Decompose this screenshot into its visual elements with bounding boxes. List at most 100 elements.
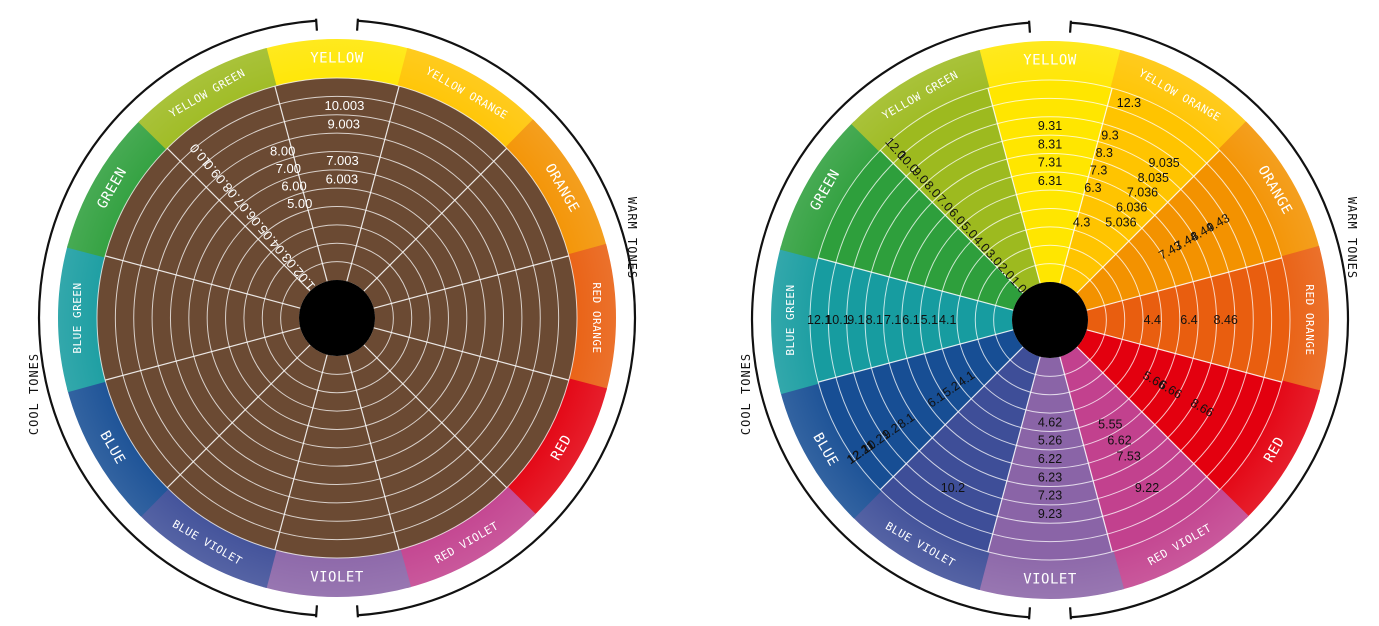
sector-divider [987, 88, 1041, 284]
sector-divider [166, 147, 311, 292]
right-yellow-orange-level-label: 6.3 [1084, 181, 1101, 195]
right-violet-level-label: 7.23 [1038, 489, 1062, 503]
left-yellow-green-level-label: 8.00 [270, 143, 295, 158]
right-yellow-orange-b-level-label: 8.035 [1138, 171, 1169, 185]
bracket-tick [314, 18, 319, 31]
rim-label-yellow: YELLOW [1023, 53, 1077, 69]
sector-divider [1076, 149, 1221, 294]
left-yellow-level-label: 6.003 [326, 172, 359, 187]
sector-divider [879, 149, 1024, 294]
cool-tones-label-right: COOL TONES [739, 353, 753, 435]
level-ring [846, 116, 1254, 524]
rim-label-violet: VIOLET [1023, 572, 1077, 588]
rim-label-yellow: YELLOW [310, 51, 364, 67]
sector-divider [363, 147, 508, 292]
rim-label-red-orange: RED ORANGE [1303, 284, 1316, 355]
inner-sector-yellow [987, 80, 1113, 284]
right-red-violet-level-label: 5.55 [1098, 417, 1122, 431]
level-ring [133, 114, 541, 522]
right-yellow-level-label: 8.31 [1038, 137, 1062, 151]
right-red-orange-level-label: 4.4 [1144, 313, 1161, 327]
level-ring [114, 95, 560, 541]
rim-label-blue-green: BLUE GREEN [784, 284, 797, 355]
warm-tones-label-right: WARM TONES [1345, 197, 1359, 279]
right-blue-green-level-label: 4.1 [939, 313, 956, 327]
inner-sector-red-orange [1086, 257, 1290, 383]
left-yellow-green-level-label: 6.00 [281, 178, 306, 193]
right-yellow-orange-top-level-label: 12.3 [1117, 96, 1141, 110]
right-yellow-orange-level-label: 7.3 [1090, 163, 1107, 177]
sector-divider [373, 327, 569, 381]
cool-tones-bracket [750, 21, 1030, 619]
sector-divider [879, 346, 1024, 491]
center-hub [1012, 282, 1088, 358]
sector-divider [166, 344, 311, 489]
level-ring [169, 150, 505, 486]
right-yellow-orange-level-label: 4.3 [1073, 216, 1090, 230]
right-yellow-orange-b-level-label: 7.036 [1127, 186, 1158, 200]
sector-divider [1059, 88, 1113, 284]
level-ring [938, 208, 1162, 432]
rim-label-blue-green: BLUE GREEN [71, 282, 84, 353]
level-ring [280, 261, 394, 375]
right-yellow-orange-level-label: 9.3 [1101, 128, 1118, 142]
right-violet-level-label: 5.26 [1038, 434, 1062, 448]
sector-divider [346, 354, 400, 550]
sector-divider [1076, 346, 1221, 491]
right-yellow-level-label: 6.31 [1038, 174, 1062, 188]
level-ring [809, 79, 1291, 561]
bracket-tick [1027, 20, 1032, 33]
right-red-orange-level-label: 8.46 [1214, 313, 1238, 327]
level-ring [188, 169, 486, 467]
cool-tones-bracket [37, 19, 317, 617]
right-violet-level-label: 9.23 [1038, 507, 1062, 521]
right-blue-violet-level-label: 10.2 [941, 481, 965, 495]
right-yellow-orange-b-level-label: 6.036 [1116, 201, 1147, 215]
right-red-violet-level-label: 6.62 [1107, 433, 1131, 447]
level-ring [261, 242, 413, 394]
right-red-violet-level-label: 9.22 [1135, 481, 1159, 495]
level-ring [151, 132, 523, 504]
bracket-tick [355, 605, 360, 618]
rim-label-red-orange: RED ORANGE [590, 282, 603, 353]
inner-sector-blue-green [810, 257, 1014, 383]
right-blue-green-level-label: 10.1 [825, 313, 849, 327]
right-tone-labels: WARM TONES COOL TONES [739, 197, 1359, 435]
right-blue-green-level-label: 8.1 [866, 313, 883, 327]
sector-divider [818, 257, 1014, 311]
center-hub [299, 280, 375, 356]
right-blue-green-level-label: 7.1 [884, 313, 901, 327]
sector-divider [274, 354, 328, 550]
left-yellow-level-label: 9.003 [328, 117, 361, 132]
sector-divider [363, 344, 508, 489]
left-yellow-level-label: 7.003 [326, 153, 359, 168]
inner-sector-violet [274, 354, 400, 558]
sector-divider [105, 327, 301, 381]
left-yellow-green-level-label: 5.00 [287, 196, 312, 211]
inner-sector-violet [987, 356, 1113, 560]
right-violet-level-label: 6.22 [1038, 452, 1062, 466]
warm-tones-bracket [1070, 21, 1350, 619]
level-ring [96, 77, 578, 559]
left-tone-labels: WARM TONES COOL TONES [27, 197, 639, 435]
left-yellow-level-label: 10.003 [325, 98, 365, 113]
bracket-tick [314, 605, 319, 618]
sector-divider [1059, 356, 1113, 552]
right-blue-green-level-label: 5.1 [921, 313, 938, 327]
warm-tones-bracket [357, 19, 637, 617]
right-blue-green-level-label: 12.1 [807, 313, 831, 327]
level-ring [882, 152, 1218, 488]
left-yellow-green-level-label: 7.00 [276, 161, 301, 176]
level-ring [956, 226, 1144, 414]
level-ring [993, 263, 1107, 377]
right-blue-green-level-label: 6.1 [902, 313, 919, 327]
level-ring [225, 206, 449, 430]
inner-sector-red-orange [373, 255, 578, 381]
level-ring [974, 244, 1126, 396]
level-ring [243, 224, 431, 412]
level-ring [864, 134, 1236, 506]
level-ring [901, 171, 1199, 469]
right-red-violet-level-label: 7.53 [1117, 449, 1141, 463]
